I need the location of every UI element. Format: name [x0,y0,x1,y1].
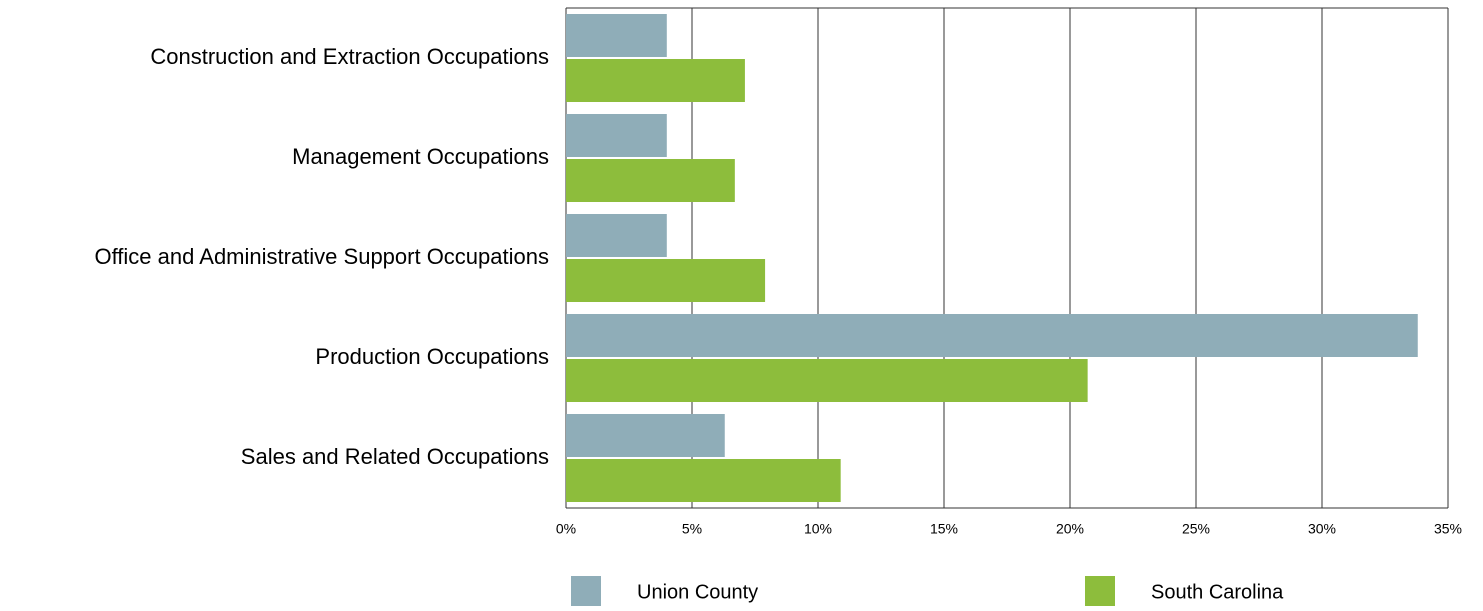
bar [566,59,745,102]
x-tick-label: 30% [1308,521,1336,537]
x-tick-label: 5% [682,521,702,537]
legend-label: South Carolina [1151,581,1284,603]
x-tick-label: 25% [1182,521,1210,537]
bar [566,414,725,457]
legend-swatch [1085,576,1115,606]
bar [566,159,735,202]
x-tick-label: 0% [556,521,576,537]
y-tick-label: Production Occupations [315,344,549,369]
x-tick-label: 15% [930,521,958,537]
bar [566,14,667,57]
bar [566,114,667,157]
x-tick-label: 20% [1056,521,1084,537]
bar [566,314,1418,357]
bar [566,359,1088,402]
legend-swatch [571,576,601,606]
x-tick-label: 35% [1434,521,1462,537]
bar [566,259,766,302]
y-tick-label: Office and Administrative Support Occupa… [94,244,549,269]
x-tick-label: 10% [804,521,832,537]
bar [566,214,667,257]
legend-label: Union County [637,581,758,603]
bar [566,459,841,502]
y-tick-label: Construction and Extraction Occupations [150,44,549,69]
y-tick-label: Sales and Related Occupations [241,444,549,469]
y-tick-label: Management Occupations [292,144,549,169]
